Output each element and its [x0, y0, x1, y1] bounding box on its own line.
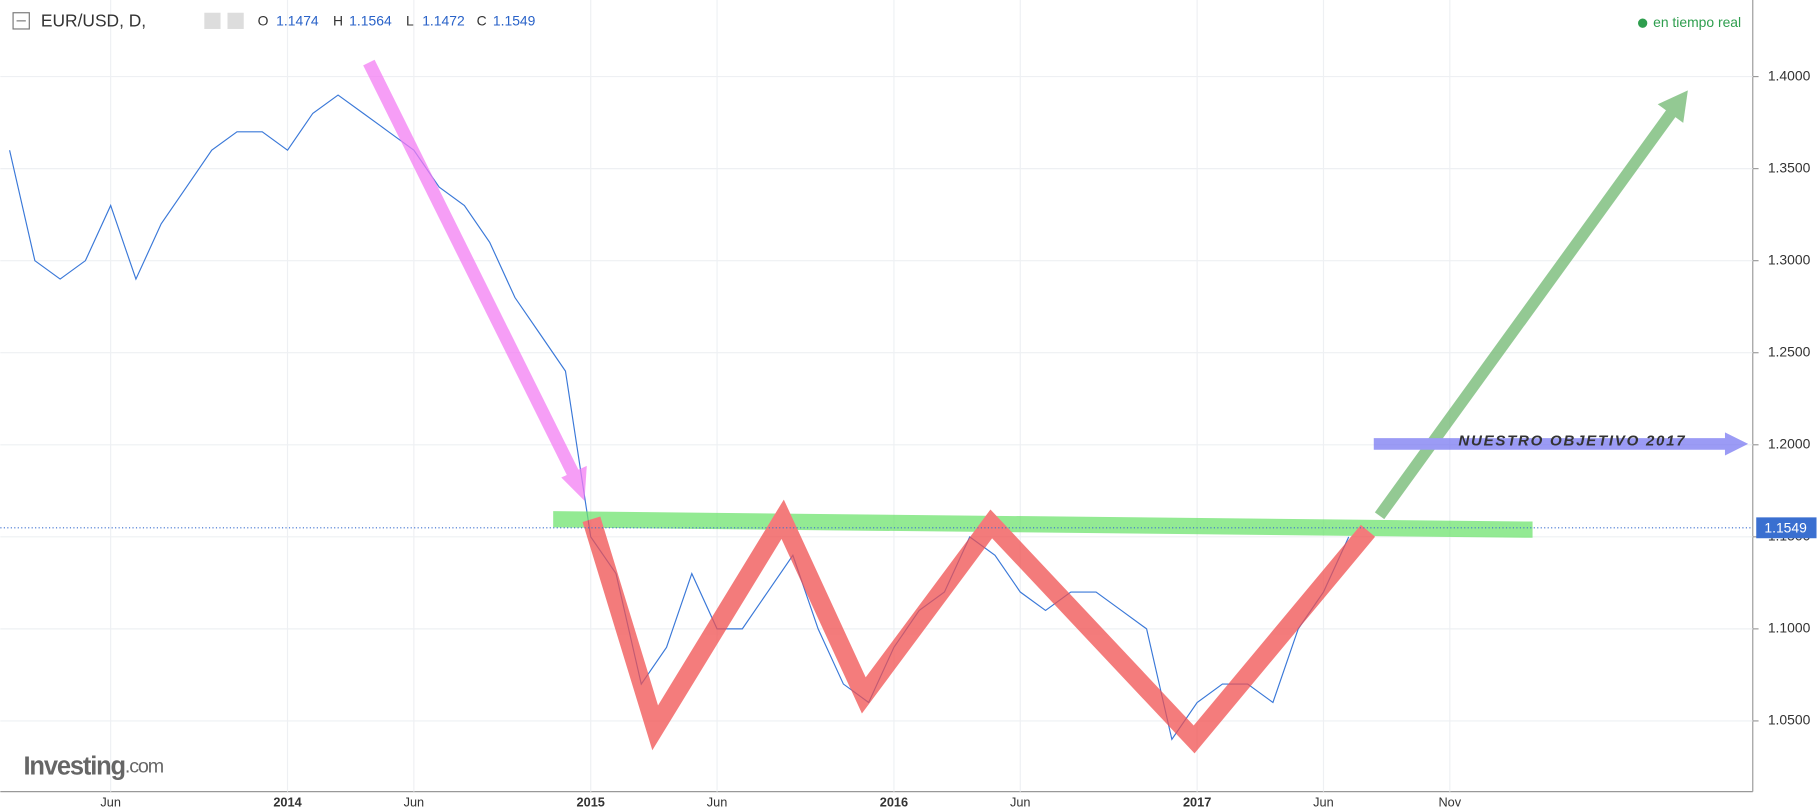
drawings [363, 59, 1749, 754]
annotation: NUESTRO OBJETIVO 2017 [1458, 433, 1686, 450]
settings-icon[interactable] [227, 12, 244, 29]
x-tick-label: 2014 [273, 795, 302, 809]
x-tick-label: Jun [1010, 795, 1031, 809]
ohlc-label: L [406, 13, 414, 29]
y-tick-label: 1.4000 [1768, 67, 1811, 83]
x-tick-label: Jun [707, 795, 728, 809]
brand: Investing.com [24, 752, 164, 780]
arrow-head [1657, 90, 1688, 123]
last-price-box [1756, 517, 1817, 539]
x-tick-label: 2017 [1183, 795, 1211, 809]
x-tick-label: 2015 [577, 795, 605, 809]
y-tick-label: 1.2000 [1768, 435, 1811, 451]
visibility-icon[interactable] [204, 12, 221, 29]
symbol-title: EUR/USD, D, [41, 11, 146, 31]
arrow-head [1724, 432, 1749, 456]
y-tick-label: 1.0500 [1768, 712, 1811, 728]
price-line [9, 94, 1350, 741]
ohlc-value: 1.1549 [493, 13, 536, 29]
collapse-icon[interactable] [12, 12, 30, 30]
brand-suffix: .com [125, 755, 164, 777]
ohlc-label: O [258, 13, 269, 29]
status: en tiempo real [1653, 14, 1741, 30]
x-tick-label: Jun [1313, 795, 1334, 809]
ohlc-value: 1.1564 [349, 13, 392, 29]
y-tick-label: 1.3500 [1768, 159, 1811, 175]
ohlc-label: C [477, 13, 487, 29]
last-price-label: 1.1549 [1764, 520, 1807, 536]
pattern-line [582, 499, 1376, 754]
x-tick-label: Jun [100, 795, 121, 809]
arrow-head [561, 465, 587, 501]
ohlc-value: 1.1474 [276, 13, 319, 29]
y-tick-label: 1.1000 [1768, 620, 1811, 636]
ohlc-label: H [333, 13, 343, 29]
down-arrow [363, 59, 579, 476]
status-dot [1638, 18, 1648, 28]
brand-name: Investing [24, 752, 125, 780]
x-tick-label: 2016 [880, 795, 908, 809]
y-tick-label: 1.2500 [1768, 343, 1811, 359]
x-tick-label: Nov [1438, 795, 1461, 809]
ohlc-value: 1.1472 [422, 13, 465, 29]
y-tick-label: 1.3000 [1768, 251, 1811, 267]
x-tick-label: Jun [404, 795, 425, 809]
neckline [553, 511, 1533, 538]
